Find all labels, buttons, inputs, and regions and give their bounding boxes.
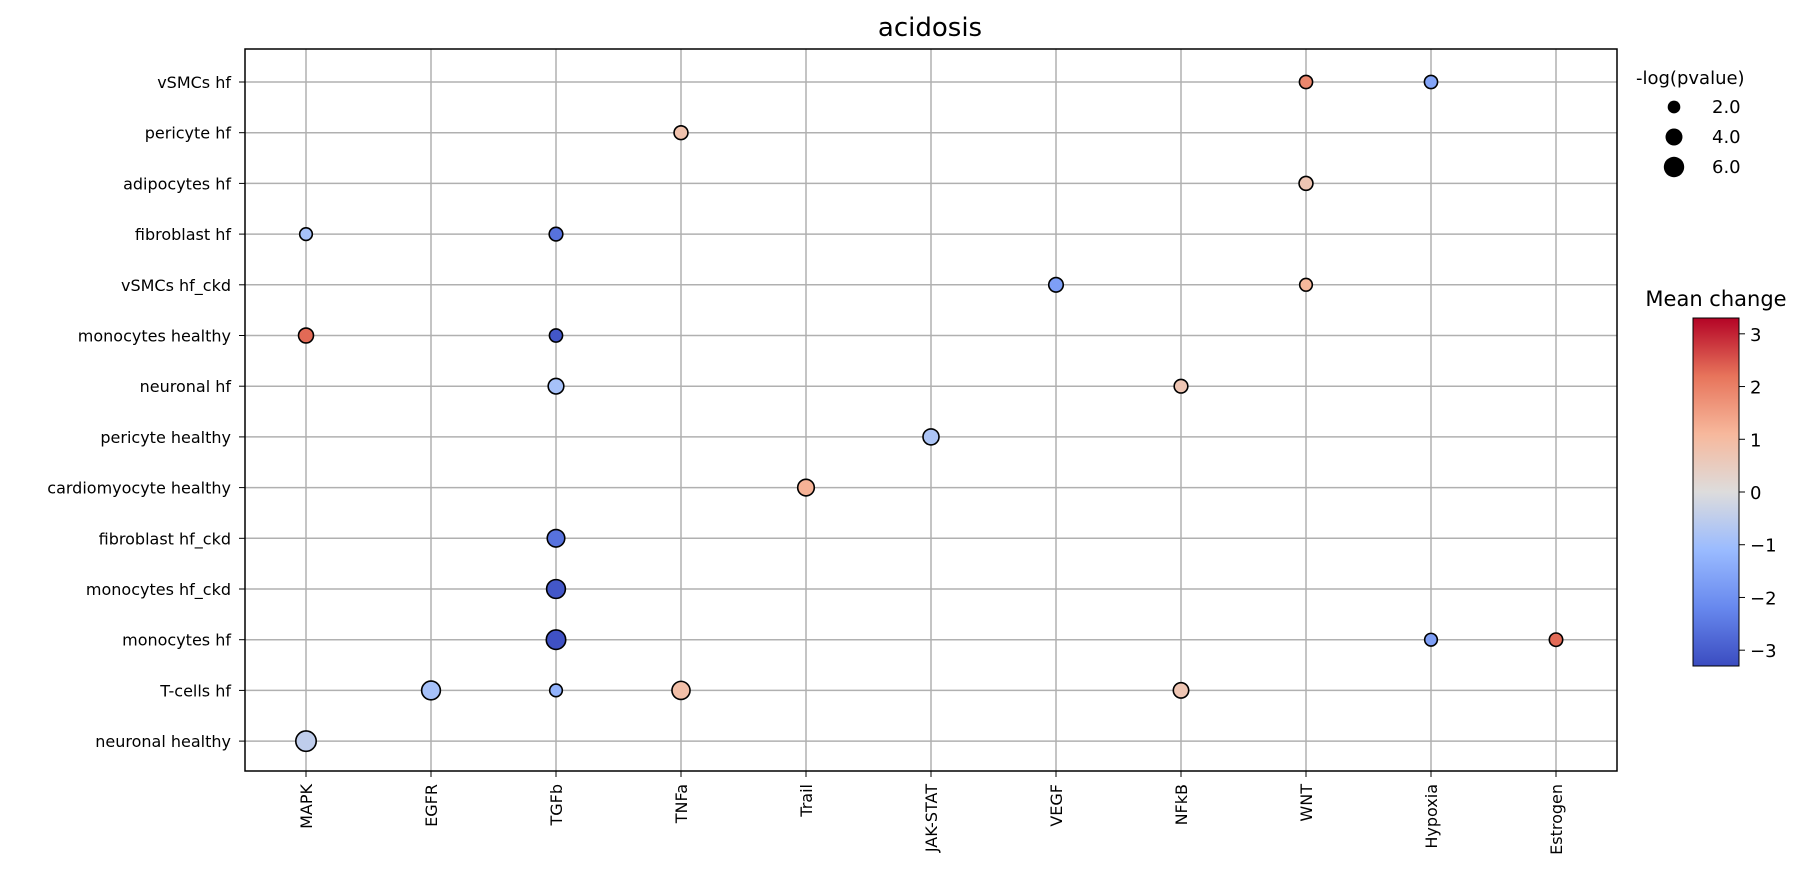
y-tick-label: pericyte healthy (100, 428, 231, 447)
data-point (297, 327, 315, 344)
y-tick-label: neuronal healthy (95, 732, 231, 751)
x-tick-label: JAK-STAT (922, 784, 941, 853)
y-tick-labels: vSMCs hf pericyte hf adipocytes hf fibrobla… (47, 73, 245, 751)
data-point (1047, 276, 1065, 293)
x-tick-label: WNT (1297, 784, 1316, 822)
x-tick-label: VEGF (1047, 784, 1066, 827)
colorbar-tick-label: 2 (1750, 378, 1761, 399)
colorbar-ticks: 3 2 1 0 −1 −2 −3 (1739, 325, 1777, 662)
y-tick-label: T-cells hf (159, 681, 231, 700)
y-tick-label: vSMCs hf_ckd (121, 276, 231, 296)
data-point (671, 680, 691, 701)
colorbar-tick-label: −2 (1750, 588, 1777, 609)
data-point (545, 629, 567, 651)
data-points (294, 74, 1564, 753)
size-legend-marker (1663, 156, 1685, 178)
data-point (298, 226, 314, 242)
x-tick-label: EGFR (422, 784, 441, 827)
data-point (548, 328, 564, 343)
data-point (1423, 632, 1439, 647)
colorbar-title: Mean change (1645, 287, 1786, 311)
size-legend-title: -log(pvalue) (1636, 68, 1745, 89)
x-tick-labels: MAPK EGFR TGFb TNFa Trail JAK-STAT VEGF NFkB WNT… (297, 771, 1566, 855)
data-point (1548, 632, 1564, 648)
size-legend-label: 2.0 (1712, 97, 1741, 118)
y-tick-label: pericyte hf (145, 124, 232, 143)
size-legend-marker (1665, 128, 1683, 146)
data-point (294, 730, 317, 753)
colorbar-gradient (1692, 317, 1740, 667)
size-legend: -log(pvalue) 2.0 4.0 6.0 (1636, 68, 1745, 178)
data-point (1298, 175, 1314, 192)
x-tick-label: Estrogen (1547, 784, 1566, 855)
y-tick-label: fibroblast hf_ckd (99, 529, 231, 549)
x-tick-label: TGFb (547, 784, 566, 827)
data-point (1298, 74, 1314, 90)
x-tick-label: Hypoxia (1422, 784, 1441, 849)
x-tick-label: MAPK (297, 783, 316, 828)
data-point (1423, 74, 1439, 90)
y-tick-label: cardiomyocyte healthy (47, 479, 231, 498)
data-point (545, 578, 567, 600)
data-point (546, 528, 566, 548)
y-tick-label: monocytes healthy (78, 327, 231, 346)
y-tick-label: vSMCs hf (157, 73, 231, 92)
data-point (1173, 378, 1189, 394)
chart-title: acidosis (878, 13, 982, 43)
y-tick-label: monocytes hf (122, 631, 231, 650)
data-point (1172, 681, 1190, 699)
data-point (420, 680, 442, 701)
data-point (547, 377, 565, 395)
size-legend-label: 4.0 (1712, 127, 1741, 148)
data-point (796, 478, 816, 497)
x-tick-label: TNFa (672, 784, 691, 824)
colorbar: Mean change 3 2 1 0 −1 −2 −3 (1645, 287, 1787, 667)
data-point (548, 226, 564, 242)
y-tick-label: adipocytes hf (123, 174, 231, 193)
y-tick-label: neuronal hf (140, 377, 232, 396)
y-tick-label: fibroblast hf (135, 225, 231, 244)
colorbar-tick-label: −1 (1750, 536, 1777, 557)
colorbar-tick-label: 3 (1750, 325, 1761, 346)
data-point (1298, 277, 1314, 292)
data-point (922, 428, 940, 446)
data-point (673, 124, 689, 141)
grid-lines (245, 49, 1617, 771)
size-legend-label: 6.0 (1712, 157, 1741, 178)
size-legend-entries: 2.0 4.0 6.0 (1663, 97, 1741, 178)
size-legend-marker (1667, 100, 1681, 114)
colorbar-tick-label: 1 (1750, 430, 1761, 451)
colorbar-tick-label: 0 (1750, 483, 1761, 504)
colorbar-tick-label: −3 (1750, 641, 1777, 662)
data-point (548, 683, 564, 698)
x-tick-label: NFkB (1172, 784, 1191, 825)
y-tick-label: monocytes hf_ckd (86, 580, 231, 600)
x-tick-label: Trail (797, 784, 816, 818)
